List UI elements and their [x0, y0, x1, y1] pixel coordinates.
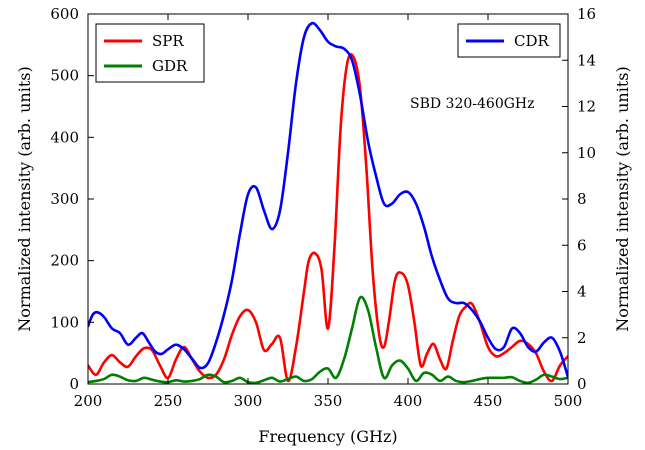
y-tick-label-right: 0: [577, 375, 587, 393]
legend-label-cdr: CDR: [514, 32, 550, 50]
y-tick-label-left: 300: [50, 190, 79, 208]
legend-box: [95, 23, 205, 83]
y-axis-title-right: Normalized intensity (arb. units): [613, 66, 632, 331]
x-axis-title: Frequency (GHz): [258, 427, 397, 446]
annotation-text: SBD 320-460GHz: [410, 96, 535, 112]
ticks-layer: 200 250 300 350 400 450 5000100200300400500600…: [50, 5, 596, 410]
y-tick-label-right: 14: [577, 51, 596, 69]
x-tick-label: 300: [234, 392, 263, 410]
legend-left: SPR GDR: [95, 23, 205, 83]
x-tick-label: 250: [154, 392, 183, 410]
y-tick-label-right: 10: [577, 144, 596, 162]
y-tick-label-left: 100: [50, 313, 79, 331]
y-tick-label-left: 0: [69, 375, 79, 393]
y-tick-label-left: 400: [50, 128, 79, 146]
y-axis-title-left: Normalized intensity (arb. units): [15, 66, 34, 331]
y-tick-label-left: 500: [50, 67, 79, 85]
legend-label-gdr: GDR: [152, 57, 188, 75]
y-tick-label-right: 6: [577, 236, 587, 254]
y-tick-label-right: 16: [577, 5, 596, 23]
x-tick-label: 200: [74, 392, 103, 410]
y-tick-label-right: 8: [577, 190, 587, 208]
x-tick-label: 400: [394, 392, 423, 410]
legend-right: CDR: [457, 23, 561, 58]
y-tick-label-right: 12: [577, 98, 596, 116]
x-tick-label: 450: [474, 392, 503, 410]
series-line-cdr: [88, 21, 568, 379]
x-tick-label: 350: [314, 392, 343, 410]
x-tick-label: 500: [554, 392, 583, 410]
legend-label-spr: SPR: [152, 32, 184, 50]
y-tick-label-left: 200: [50, 252, 79, 270]
y-tick-label-right: 4: [577, 283, 587, 301]
y-tick-label-left: 600: [50, 5, 79, 23]
y-tick-label-right: 2: [577, 329, 587, 347]
